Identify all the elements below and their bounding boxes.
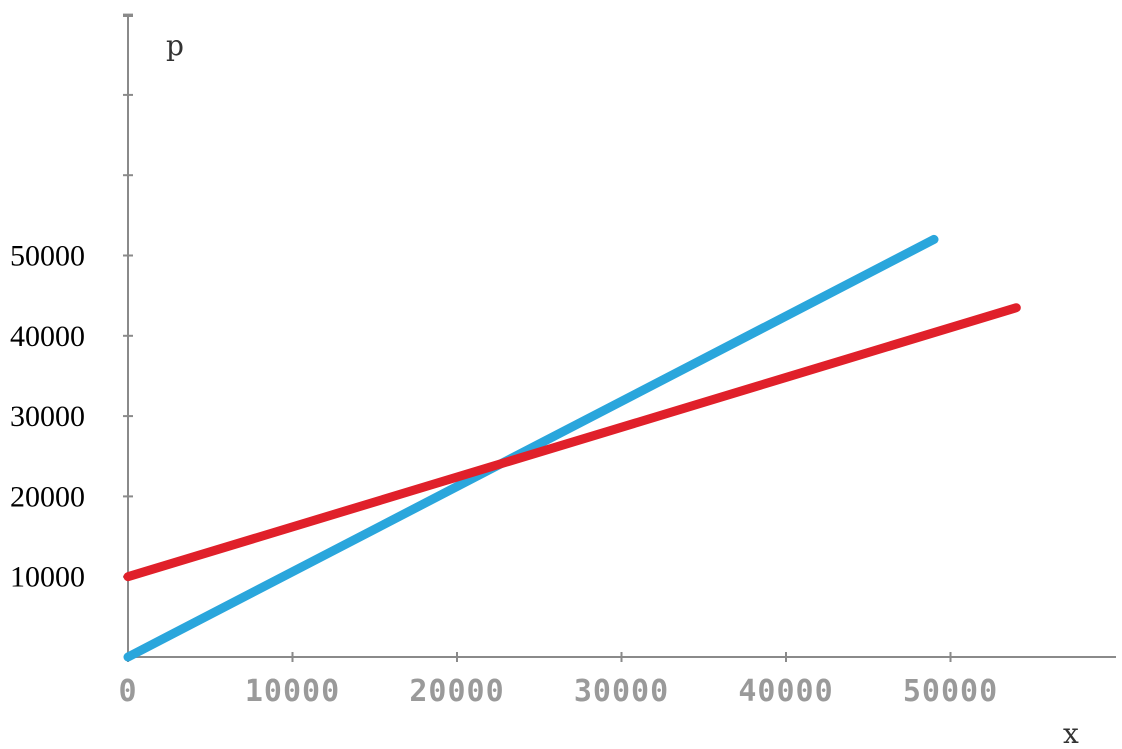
x-tick-label: 50000 [903,674,998,709]
y-tick-label: 50000 [10,240,85,273]
series-line-2 [123,303,1021,582]
y-tick-label: 20000 [10,480,85,513]
series-layer [123,234,1021,662]
y-tick-label: 10000 [10,561,85,594]
y-axis-title: p [166,29,184,62]
x-tick-label: 30000 [574,674,669,709]
axes [127,16,1116,658]
x-tick-label: 10000 [245,674,340,709]
y-tick-label: 30000 [10,400,85,433]
x-tick-label: 20000 [409,674,504,709]
x-axis-title: x [1063,717,1079,749]
x-tick-label: 40000 [738,674,833,709]
series-line-1 [123,234,939,662]
tick-labels: 10000 20000 30000 40000 50000 0 10000 20000 3000… [10,240,998,710]
y-tick-label: 40000 [10,320,85,353]
x-tick-label: 0 [118,674,137,709]
tick-marks [123,13,952,662]
